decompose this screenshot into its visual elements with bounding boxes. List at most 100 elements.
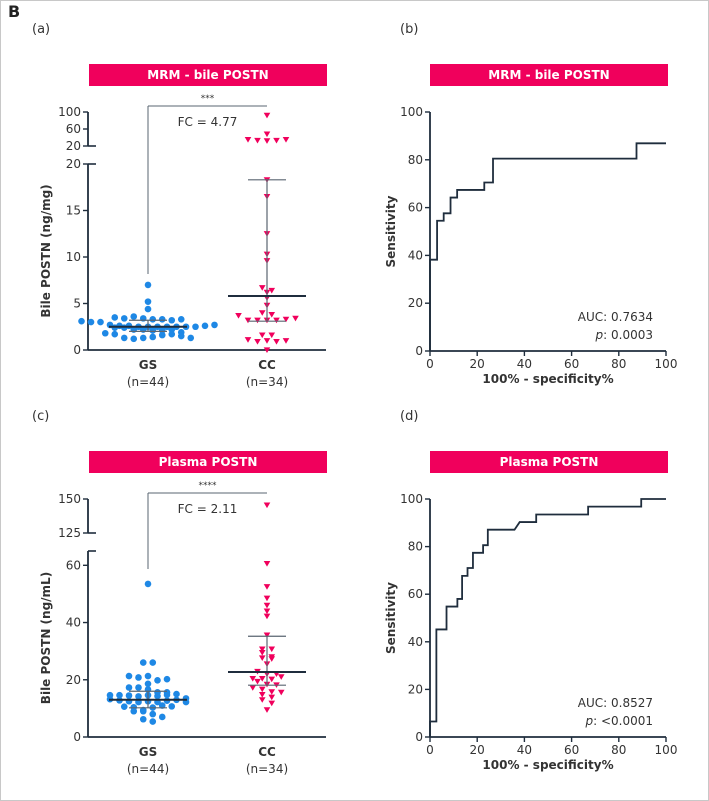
category-label: GS <box>139 745 158 759</box>
chart-title-c: Plasma POSTN <box>89 451 327 473</box>
data-point-cc <box>277 674 285 680</box>
category-n-label: (n=34) <box>246 762 288 776</box>
data-point-gs <box>144 680 152 688</box>
roc-plot-d: 0 20 40 60 80 100 0 20 40 60 80 100 100% - specifici… <box>384 492 677 772</box>
data-point-gs <box>101 329 109 337</box>
data-point-gs <box>111 314 119 321</box>
data-point-cc <box>258 692 266 698</box>
y-tick-label: 20 <box>66 673 81 687</box>
data-point-cc <box>282 316 290 323</box>
x-axis-label: 100% - specificity% <box>482 758 613 772</box>
y-tick-label: 0 <box>415 344 423 358</box>
data-point-gs <box>149 333 157 341</box>
data-point-cc <box>263 632 271 639</box>
y-tick-label: 5 <box>73 297 81 311</box>
data-point-cc <box>244 137 252 143</box>
data-point-cc <box>273 339 280 345</box>
data-point-gs <box>125 684 133 691</box>
data-point-cc <box>263 131 271 138</box>
category-n-label: (n=44) <box>127 375 169 389</box>
data-point-cc <box>268 676 276 683</box>
x-tick-label: 80 <box>611 357 626 371</box>
data-point-cc <box>282 338 290 344</box>
data-point-cc <box>258 649 266 656</box>
significance-stars: *** <box>201 94 215 104</box>
data-point-cc <box>273 137 280 144</box>
data-point-gs <box>144 305 152 313</box>
fold-change-label: FC = 2.11 <box>178 502 238 516</box>
data-point-cc <box>258 285 266 291</box>
data-point-cc <box>258 676 266 682</box>
data-point-gs <box>163 691 171 699</box>
data-point-cc <box>263 347 271 353</box>
data-point-gs <box>177 316 185 323</box>
data-point-cc <box>268 694 276 701</box>
roc-curve <box>429 498 666 737</box>
data-point-cc <box>263 602 271 609</box>
data-point-cc <box>268 700 276 707</box>
y-tick-label: 80 <box>408 540 423 554</box>
data-point-cc <box>263 502 271 509</box>
data-point-gs <box>158 327 166 334</box>
data-point-gs <box>158 316 166 323</box>
x-tick-label: 60 <box>564 743 579 757</box>
x-tick-label: 100 <box>655 743 678 757</box>
category-n-label: (n=34) <box>246 375 288 389</box>
fold-change-label: FC = 4.77 <box>178 115 238 129</box>
x-tick-label: 0 <box>426 743 434 757</box>
data-point-cc <box>258 332 266 339</box>
x-tick-label: 20 <box>470 743 485 757</box>
p-symbol: p <box>584 714 593 728</box>
data-point-cc <box>282 137 290 143</box>
data-point-gs <box>135 674 142 681</box>
data-point-gs <box>168 316 176 324</box>
y-tick-label: 80 <box>408 153 423 167</box>
data-point-cc <box>254 678 261 685</box>
data-point-gs <box>111 330 119 338</box>
data-point-cc <box>268 656 276 662</box>
data-point-cc <box>263 112 271 119</box>
data-point-gs <box>211 321 218 329</box>
panel-label-b: (b) <box>400 22 419 37</box>
category-label: GS <box>139 358 158 372</box>
data-point-gs <box>149 327 157 334</box>
data-point-cc <box>268 332 276 339</box>
y-tick-label: 100 <box>400 105 423 119</box>
data-point-gs <box>144 298 152 305</box>
data-point-gs <box>192 323 199 331</box>
category-label: CC <box>258 745 276 759</box>
data-point-cc <box>263 138 271 144</box>
data-point-gs <box>173 690 180 698</box>
auc-label: AUC: 0.8527 <box>578 696 653 710</box>
data-point-cc <box>292 315 299 322</box>
x-tick-label: 80 <box>611 743 626 757</box>
data-point-cc <box>244 317 252 324</box>
data-point-cc <box>273 317 280 324</box>
y-tick-label: 100 <box>400 492 423 506</box>
data-point-cc <box>254 317 261 324</box>
data-point-cc <box>258 310 266 316</box>
data-point-gs <box>149 718 157 725</box>
data-point-cc <box>263 338 271 344</box>
panel-label-d: (d) <box>400 409 419 424</box>
roc-curve <box>429 142 666 351</box>
y-axis-label: Sensitivity <box>384 582 398 654</box>
y-tick-label: 40 <box>408 248 423 262</box>
figure-label: B <box>8 2 21 21</box>
data-point-gs <box>144 580 152 588</box>
y-tick-label: 60 <box>66 122 81 136</box>
y-tick-label: 60 <box>408 587 423 601</box>
y-tick-label: 60 <box>408 201 423 215</box>
y-tick-label: 125 <box>58 526 81 540</box>
roc-plot-b: 0 20 40 60 80 100 0 20 40 60 80 100 100% - specifici… <box>384 105 677 386</box>
scatter-plot-a: 0 5 10 15 20 20 60 100 Bile POSTN (ng/mg) GS (n=44… <box>39 94 326 389</box>
data-point-gs <box>78 317 85 325</box>
y-axis-label: Bile POSTN (ng/mg) <box>39 184 53 317</box>
data-point-gs <box>154 677 161 684</box>
data-point-cc <box>268 646 276 653</box>
data-point-gs <box>139 707 147 715</box>
y-tick-label: 0 <box>73 730 81 744</box>
data-point-gs <box>125 692 133 699</box>
category-n-label: (n=44) <box>127 762 169 776</box>
data-point-gs <box>177 332 185 340</box>
